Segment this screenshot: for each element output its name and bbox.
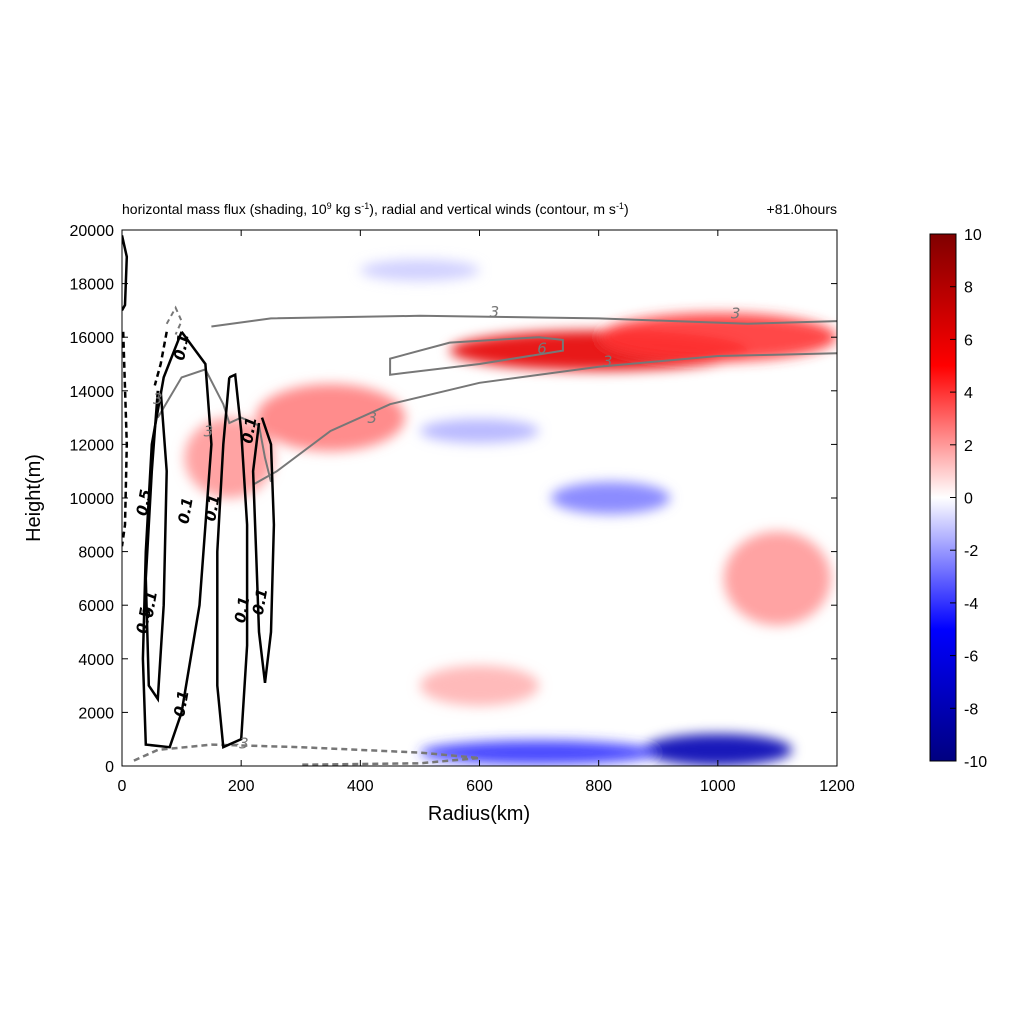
contour-label-9: 0.1: [174, 496, 196, 525]
colorbar-tick-label: -2: [964, 543, 978, 560]
x-tick-label: 1200: [819, 778, 855, 795]
contour-label-8: 0.1: [170, 332, 192, 361]
contour-label-3: 3: [603, 353, 613, 371]
shading-feature-1: [598, 313, 837, 362]
y-tick-label: 8000: [78, 545, 114, 562]
contour-3-upper: [211, 314, 837, 328]
contour-label-0: 3: [490, 303, 500, 321]
contour-0.5: [144, 390, 168, 703]
colorbar-tick-label: 6: [964, 332, 973, 349]
colorbar-ticks: -10 -8 -6 -4 -2 0 2 4 6 8 10: [950, 227, 987, 771]
y-tick-label: 2000: [78, 705, 114, 722]
contour-3-inner: [156, 368, 272, 483]
shading-feature-10: [360, 259, 480, 281]
contour-label-16: 0.5: [133, 606, 155, 635]
contour-3-lower: [252, 352, 837, 486]
shading-feature-4: [551, 481, 671, 515]
colorbar: -10 -8 -6 -4 -2 0 2 4 6 8 10: [929, 227, 987, 771]
shading-feature-7: [419, 740, 659, 765]
colorbar-tick-label: 2: [964, 438, 973, 455]
contour-edge-left: [122, 235, 129, 312]
y-tick-label: 14000: [70, 384, 115, 401]
shading-feature-6: [643, 733, 793, 766]
contour-dash-inner: [153, 331, 168, 386]
x-tick-label: 400: [347, 778, 374, 795]
contour-label-1: 3: [731, 304, 741, 322]
contour-6: [389, 336, 564, 376]
time-label: +81.0hours: [767, 201, 837, 217]
contour-label-14: 0.1: [170, 689, 192, 718]
colorbar-tick-label: -8: [964, 701, 978, 718]
y-tick-label: 4000: [78, 652, 114, 669]
y-tick-label: 12000: [70, 437, 115, 454]
contour-label-13: 0.1: [249, 587, 271, 616]
shading-feature-9: [419, 665, 540, 706]
contour-neg-top: [165, 305, 183, 335]
colorbar-tick-label: 10: [964, 227, 982, 244]
contour-0.1-c: [251, 417, 276, 684]
y-axis-title: Height(m): [23, 454, 45, 542]
contour-label-6: 3: [204, 422, 214, 440]
x-tick-label: 600: [466, 778, 493, 795]
shading-feature-2: [256, 384, 406, 452]
x-tick-label: 1000: [700, 778, 736, 795]
contour-neg3: [133, 743, 480, 766]
contour-label-12: 0.1: [231, 595, 253, 624]
colorbar-tick-label: -4: [964, 596, 978, 613]
y-axis: 0 2000 4000 6000 8000 10000 12000 14000 16000 180…: [70, 223, 837, 776]
shading-feature-3: [184, 417, 274, 498]
contour-label-17: 0.1: [139, 590, 161, 619]
x-tick-label: 0: [118, 778, 127, 795]
x-tick-label: 200: [228, 778, 255, 795]
y-tick-label: 6000: [78, 598, 114, 615]
x-tick-label: 800: [585, 778, 612, 795]
y-tick-label: 18000: [70, 277, 115, 294]
colorbar-tick-label: 0: [964, 491, 973, 508]
shading-feature-5: [419, 418, 540, 444]
contour-label-15: 0.5: [133, 488, 155, 517]
y-tick-label: 16000: [70, 330, 115, 347]
contour-label-11: 0.1: [238, 415, 260, 444]
plot-title: horizontal mass flux (shading, 109 kg s-…: [122, 201, 629, 217]
contour-label-7: -3: [234, 735, 249, 753]
y-tick-label: 10000: [70, 491, 115, 508]
contour-label-2: 6: [537, 339, 547, 357]
colorbar-tick-label: -10: [964, 754, 987, 771]
x-axis: 0 200 400 600 800 1000 1200: [118, 230, 855, 795]
shading-feature-8: [723, 531, 832, 626]
contour-label-5: 3: [153, 390, 163, 408]
contour-label-4: 3: [367, 409, 377, 427]
colorbar-tick-label: 4: [964, 385, 973, 402]
contour-label-10: 0.1: [201, 493, 223, 522]
contour-edge-dash: [122, 331, 129, 547]
colorbar-tick-label: 8: [964, 280, 973, 297]
x-axis-title: Radius(km): [428, 803, 530, 825]
y-tick-label: 20000: [70, 223, 115, 240]
y-tick-label: 0: [105, 759, 114, 776]
wind-contours: [122, 235, 837, 766]
contour-0.1-b: [216, 372, 249, 750]
colorbar-tick-label: -6: [964, 649, 978, 666]
